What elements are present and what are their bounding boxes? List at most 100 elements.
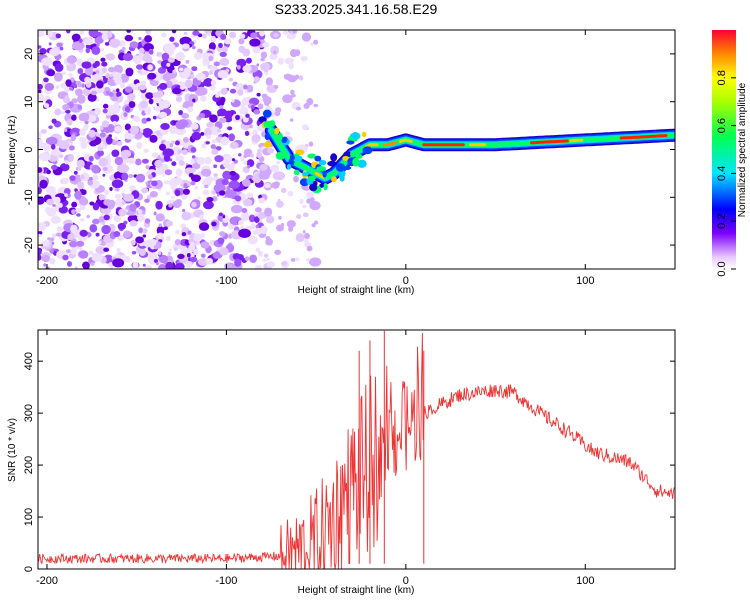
noise-blob	[44, 30, 52, 35]
noise-blob	[243, 160, 248, 166]
noise-blob	[258, 197, 266, 204]
x-tick-label: 0	[403, 275, 409, 287]
noise-blob	[146, 117, 151, 122]
noise-blob	[83, 123, 89, 129]
signal-blob	[335, 163, 346, 172]
noise-blob	[256, 63, 259, 67]
noise-blob	[172, 87, 181, 95]
noise-blob	[163, 260, 167, 265]
noise-blob	[192, 45, 196, 50]
noise-blob	[270, 45, 280, 56]
noise-blob	[38, 196, 45, 205]
noise-blob	[62, 254, 69, 261]
noise-blob	[139, 248, 146, 257]
noise-blob	[199, 95, 207, 102]
noise-blob	[38, 138, 43, 145]
noise-blob	[51, 241, 55, 245]
noise-blob	[60, 82, 67, 89]
noise-blob	[302, 230, 306, 234]
noise-blob	[249, 38, 261, 47]
noise-blob	[202, 33, 207, 39]
noise-blob	[123, 112, 128, 117]
noise-blob	[153, 258, 159, 263]
noise-blob	[313, 39, 319, 45]
noise-blob	[107, 153, 111, 157]
noise-blob	[153, 245, 159, 250]
noise-blob	[132, 115, 141, 122]
snr-frame	[37, 329, 676, 570]
noise-blob	[245, 113, 250, 118]
noise-blob	[219, 231, 226, 237]
noise-blob	[145, 30, 151, 35]
noise-blob	[165, 191, 170, 196]
noise-blob	[38, 83, 43, 90]
noise-blob	[249, 254, 258, 263]
noise-blob	[306, 191, 315, 199]
noise-blob	[95, 246, 107, 255]
noise-blob	[220, 87, 228, 95]
noise-blob	[246, 85, 254, 93]
noise-blob	[135, 158, 142, 166]
noise-blob	[54, 196, 61, 204]
noise-blob	[242, 64, 252, 73]
noise-blob	[265, 77, 273, 86]
noise-blob	[38, 30, 45, 37]
noise-blob	[311, 223, 316, 228]
noise-blob	[54, 108, 62, 116]
noise-blob	[248, 214, 256, 223]
noise-blob	[88, 250, 94, 256]
x-tick-label: -100	[215, 275, 237, 287]
noise-blob	[149, 134, 158, 143]
noise-blob	[263, 253, 269, 258]
noise-blob	[288, 62, 294, 70]
noise-blob	[222, 46, 228, 53]
noise-blob	[89, 201, 95, 206]
noise-blob	[129, 125, 140, 135]
noise-blob	[38, 254, 42, 261]
noise-blob	[188, 173, 194, 178]
noise-blob	[174, 238, 181, 246]
noise-blob	[270, 216, 274, 221]
noise-blob	[247, 235, 258, 245]
noise-blob	[96, 149, 104, 157]
noise-blob	[313, 103, 319, 108]
noise-blob	[221, 179, 229, 186]
noise-blob	[38, 233, 41, 238]
noise-blob	[202, 178, 212, 187]
x-tick-label: 100	[576, 575, 594, 587]
noise-blob	[41, 240, 50, 247]
noise-blob	[69, 240, 78, 248]
noise-blob	[91, 164, 100, 174]
noise-blob	[98, 194, 105, 201]
noise-blob	[126, 30, 132, 33]
noise-blob	[43, 77, 49, 83]
y-tick-label: 10	[23, 96, 35, 108]
noise-blob	[147, 174, 153, 180]
signal-blob	[263, 120, 273, 129]
noise-blob	[102, 108, 108, 114]
noise-blob	[219, 96, 226, 103]
noise-blob	[224, 189, 237, 199]
noise-blob	[228, 31, 237, 39]
noise-blob	[232, 253, 241, 261]
noise-blob	[162, 173, 165, 177]
signal-hotspot	[619, 134, 668, 140]
noise-blob	[49, 237, 55, 242]
noise-blob	[252, 129, 259, 136]
noise-blob	[127, 157, 136, 164]
noise-blob	[250, 104, 255, 110]
colorbar-tick-label: 0.4	[716, 166, 728, 181]
noise-blob	[181, 43, 190, 50]
noise-blob	[70, 247, 77, 255]
noise-blob	[263, 182, 271, 189]
noise-blob	[262, 258, 267, 262]
noise-blob	[106, 124, 115, 133]
noise-blob	[128, 101, 136, 109]
noise-blob	[240, 103, 246, 108]
noise-blob	[172, 69, 177, 74]
noise-blob	[238, 153, 242, 157]
noise-blob	[174, 262, 185, 269]
noise-blob	[66, 260, 73, 267]
